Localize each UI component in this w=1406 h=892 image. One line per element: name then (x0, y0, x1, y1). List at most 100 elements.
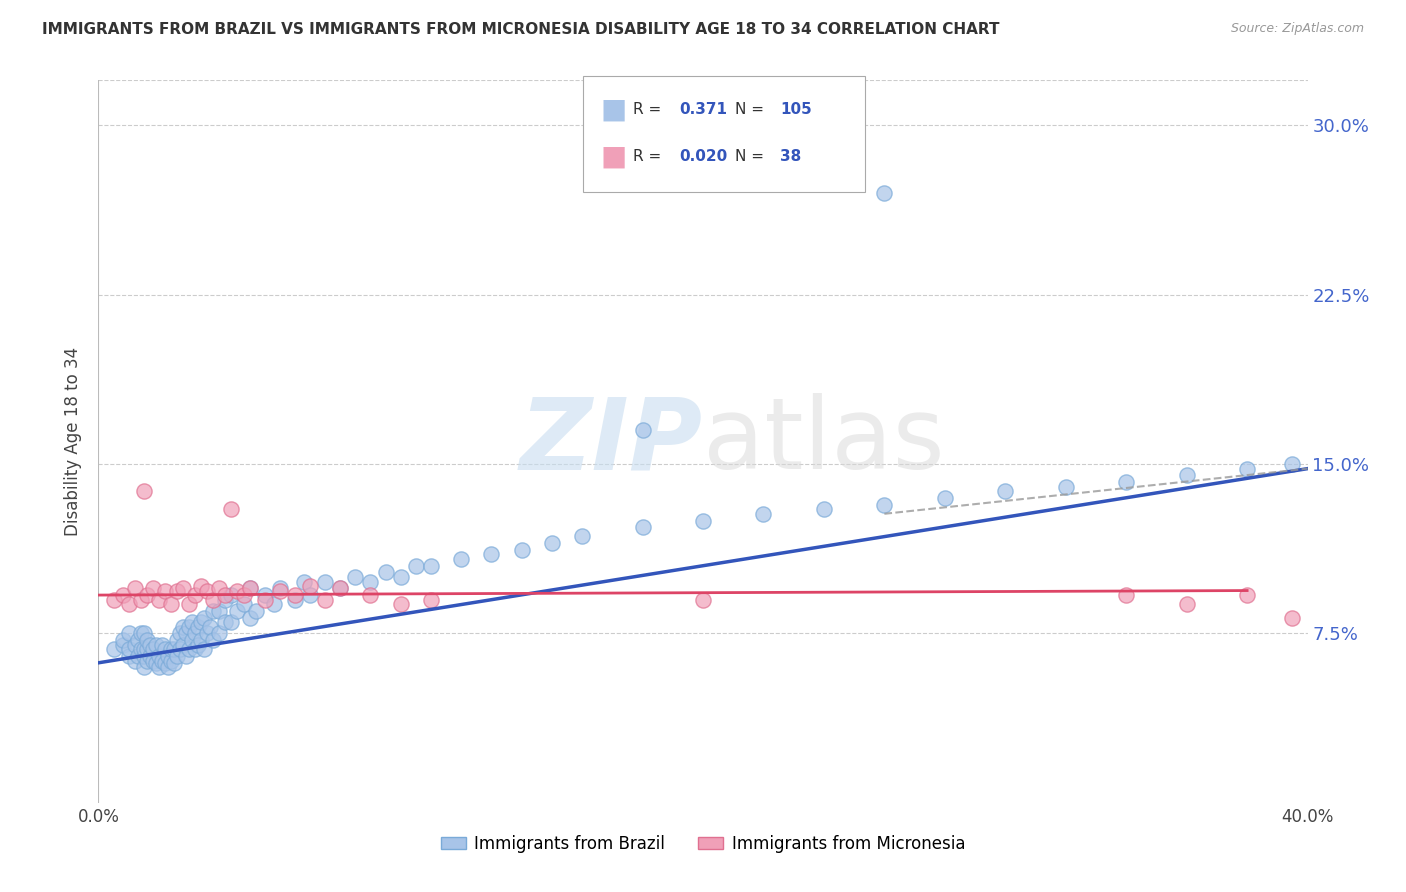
Text: ZIP: ZIP (520, 393, 703, 490)
Point (360, 574, 382, 589)
Point (253, 592, 276, 607)
Point (160, 597, 183, 611)
Point (132, 648, 155, 663)
Point (692, 592, 714, 607)
Point (129, 592, 152, 607)
Point (129, 626, 152, 640)
Text: Source: ZipAtlas.com: Source: ZipAtlas.com (1230, 22, 1364, 36)
Point (1054, 480, 1077, 494)
Point (200, 620, 222, 634)
Point (221, 502, 243, 516)
Point (284, 592, 307, 607)
Point (160, 642, 183, 657)
Point (284, 588, 307, 602)
Point (142, 642, 165, 657)
Point (135, 588, 157, 602)
Point (184, 642, 207, 657)
Text: R =: R = (633, 103, 661, 117)
Point (132, 626, 155, 640)
Point (221, 588, 243, 602)
Point (160, 654, 183, 668)
Point (153, 642, 176, 657)
Text: N =: N = (735, 103, 765, 117)
Point (510, 542, 533, 557)
Point (934, 491, 956, 505)
Point (245, 604, 267, 618)
Point (118, 597, 141, 611)
Point (239, 582, 262, 596)
Text: IMMIGRANTS FROM BRAZIL VS IMMIGRANTS FROM MICRONESIA DISABILITY AGE 18 TO 34 COR: IMMIGRANTS FROM BRAZIL VS IMMIGRANTS FRO… (42, 22, 1000, 37)
Point (481, 548, 503, 562)
Point (208, 604, 231, 618)
Point (314, 592, 336, 607)
Point (135, 633, 157, 648)
Point (153, 583, 176, 598)
Point (174, 648, 197, 663)
Y-axis label: Disability Age 18 to 34: Disability Age 18 to 34 (65, 347, 83, 536)
Point (127, 648, 149, 663)
Point (269, 582, 291, 596)
Point (190, 579, 212, 593)
Text: 105: 105 (780, 103, 813, 117)
Point (179, 597, 201, 611)
Point (111, 633, 134, 648)
Point (752, 507, 775, 521)
Point (150, 638, 173, 652)
Point (129, 642, 152, 657)
Point (299, 579, 322, 593)
Point (190, 615, 212, 630)
Point (111, 638, 134, 652)
Point (571, 529, 593, 543)
Point (174, 626, 197, 640)
Point (389, 597, 412, 611)
Point (195, 583, 218, 598)
Point (118, 626, 141, 640)
Point (226, 604, 249, 618)
Point (127, 633, 149, 648)
Point (124, 654, 146, 668)
Point (184, 588, 207, 602)
Point (150, 654, 173, 668)
Point (195, 626, 218, 640)
Point (214, 592, 236, 607)
Point (172, 620, 194, 634)
Point (148, 648, 170, 663)
Point (813, 502, 835, 516)
Point (190, 633, 212, 648)
Point (118, 648, 141, 663)
Point (139, 638, 162, 652)
Point (187, 638, 209, 652)
Point (873, 498, 896, 512)
Point (169, 626, 191, 640)
Point (135, 642, 157, 657)
Point (163, 642, 186, 657)
Point (163, 656, 186, 670)
Text: N =: N = (735, 149, 765, 163)
Point (202, 592, 225, 607)
Point (1115, 588, 1137, 602)
Point (202, 604, 225, 618)
Text: 0.371: 0.371 (679, 103, 727, 117)
Point (148, 660, 170, 674)
Point (132, 484, 155, 499)
Point (360, 588, 382, 602)
Text: ■: ■ (600, 95, 627, 124)
Point (232, 588, 254, 602)
Point (193, 610, 215, 624)
Point (232, 597, 254, 611)
Point (135, 654, 157, 668)
Text: R =: R = (633, 149, 661, 163)
Point (124, 638, 146, 652)
Point (263, 597, 285, 611)
Point (221, 615, 243, 630)
Point (139, 648, 162, 663)
Point (540, 536, 562, 550)
Point (202, 633, 225, 648)
Point (692, 514, 714, 528)
Point (239, 582, 262, 596)
Point (156, 660, 179, 674)
Point (1236, 461, 1258, 475)
Point (420, 592, 443, 607)
Point (184, 626, 207, 640)
Point (124, 582, 146, 596)
